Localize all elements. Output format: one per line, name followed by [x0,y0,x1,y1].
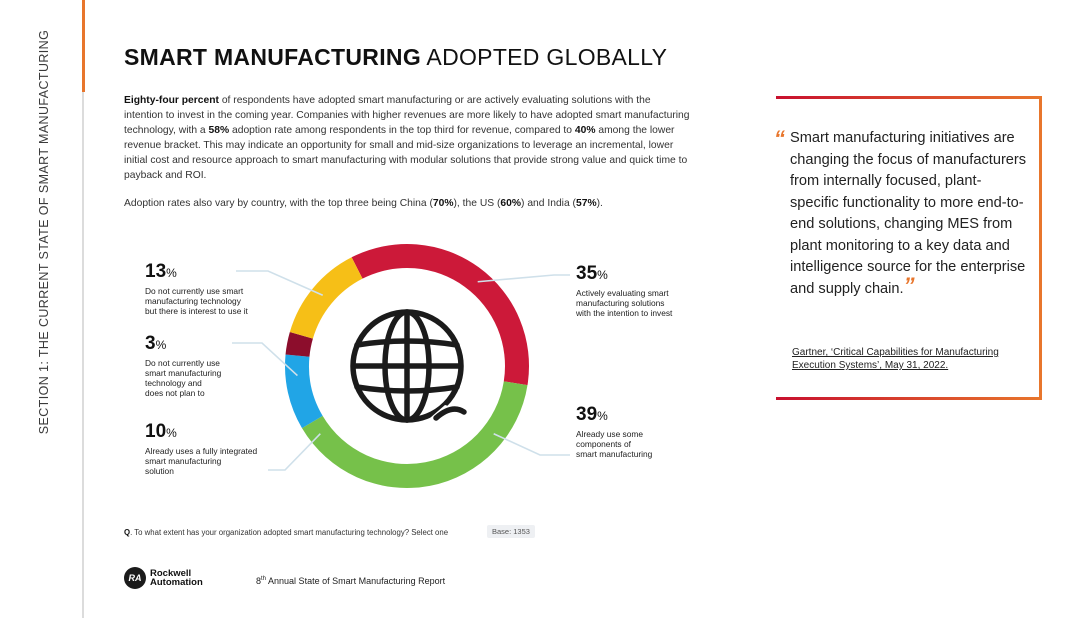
callout-label-line: does not plan to [145,388,205,398]
country-text-a: Adoption rates also vary by country, wit… [124,198,433,209]
callout-percentage: 3% [145,333,221,356]
callout-label-line: Do not currently use [145,358,220,368]
country-paragraph: Adoption rates also vary by country, wit… [124,198,603,209]
intro-bold-2: 58% [208,125,230,136]
callout-label-line: Actively evaluating smart [576,288,669,298]
slice-already-use-some [301,381,528,488]
callout-percentage: 39% [576,404,652,427]
brand-logo: RA Rockwell Automation [124,567,203,589]
callout-percentage: 13% [145,261,248,284]
globe-icon [350,309,464,423]
callout-label-line: Already use some [576,429,644,439]
leader-already-use-some [493,432,570,456]
logo-mark: RA [124,567,146,589]
title-light: ADOPTED GLOBALLY [421,44,668,70]
country-text-c: ) and India ( [521,198,576,209]
leader-interest [236,270,324,297]
callout-percent-sign: % [155,338,167,352]
base-badge: Base: 1353 [487,525,535,538]
callout-already-use-some: 39% Already use some components of smart ma… [576,404,652,459]
callout-percent-sign: % [166,266,177,280]
country-text-b: ), the US ( [453,198,501,209]
callout-percent-sign: % [166,426,177,440]
pull-quote: “Smart manufacturing initiatives are cha… [774,128,1028,300]
survey-question: Q. To what extent has your organization … [124,528,448,537]
callout-percent-sign: % [597,268,608,282]
callout-label-line: smart manufacturing [576,449,653,459]
open-quote-mark: “ [774,126,785,151]
intro-paragraph: Eighty-four percent of respondents have … [124,93,690,183]
callout-value: 39 [576,404,598,425]
callout-label-line: manufacturing technology [145,296,241,306]
callout-label-line: Do not currently use smart [145,286,244,296]
question-marker: Q [124,528,131,537]
intro-bold-1: Eighty-four percent [124,95,219,106]
callout-label-line: but there is interest to use it [145,306,248,316]
callout-label-line: manufacturing solutions [576,298,665,308]
close-quote-mark: ” [903,272,915,298]
intro-text-a: of respondents have adopted smart manufa… [124,95,690,136]
quote-box-right-border [1039,96,1042,400]
callout-label-line: smart manufacturing [145,368,222,378]
quote-box-top-border [776,96,1042,99]
logo-line-2: Automation [150,577,203,588]
callout-percent-sign: % [597,409,608,423]
country-china: 70% [432,198,454,209]
report-num: 8 [256,576,262,586]
leader-actively-evaluating [477,274,570,283]
callout-label-line: technology and [145,378,202,388]
leader-fully-integrated [268,433,321,471]
callout-value: 3 [145,333,156,354]
title-bold: SMART MANUFACTURING [124,44,422,70]
intro-text-c: among the lower revenue bracket. This ma… [124,125,688,181]
report-name: Annual State of Smart Manufacturing Repo… [266,576,446,586]
report-title: 8th Annual State of Smart Manufacturing … [256,576,445,586]
callout-value: 35 [576,263,598,284]
country-india: 57% [575,198,597,209]
quote-box-bottom-border [776,397,1042,400]
callout-fully-integrated: 10% Already uses a fully integrated smart … [145,421,257,476]
callout-no-plan: 3% Do not currently use smart manufacturin… [145,333,221,398]
callout-label-line: solution [145,466,174,476]
sidebar-accent-bar [82,0,85,92]
quote-text: Smart manufacturing initiatives are chan… [790,130,1027,297]
sidebar-divider [82,92,84,618]
callout-label-line: smart manufacturing [145,456,222,466]
callout-label-line: Already uses a fully integrated [145,446,258,456]
report-suffix: th [261,576,267,582]
question-text: . To what extent has your organization a… [130,528,449,537]
callout-percentage: 10% [145,421,257,444]
callout-label-line: with the intention to invest [576,308,673,318]
callout-actively-evaluating: 35% Actively evaluating smart manufacturin… [576,263,672,318]
country-us: 60% [500,198,522,209]
intro-bold-3: 40% [574,125,596,136]
intro-text-b: adoption rate among respondents in the t… [229,125,575,136]
quote-box [776,96,1042,400]
globe-swoosh [433,406,467,421]
logo-line-1: Rockwell [150,567,192,579]
leader-no-plan [232,342,298,377]
callout-interest: 13% Do not currently use smart manufacturi… [145,261,248,316]
slice-no-plan [285,331,313,357]
callout-percentage: 35% [576,263,672,286]
country-text-d: ). [596,198,603,209]
slice-fully-integrated [285,354,323,429]
slice-actively-evaluating [351,243,529,386]
callout-label-line: components of [576,439,631,449]
slice-interest [289,257,363,339]
callout-value: 13 [145,261,167,282]
quote-source-link[interactable]: Gartner, ‘Critical Capabilities for Manu… [792,347,999,371]
logo-text: Rockwell Automation [150,567,203,588]
page-title: SMART MANUFACTURING ADOPTED GLOBALLY [124,44,667,71]
callout-value: 10 [145,421,167,442]
